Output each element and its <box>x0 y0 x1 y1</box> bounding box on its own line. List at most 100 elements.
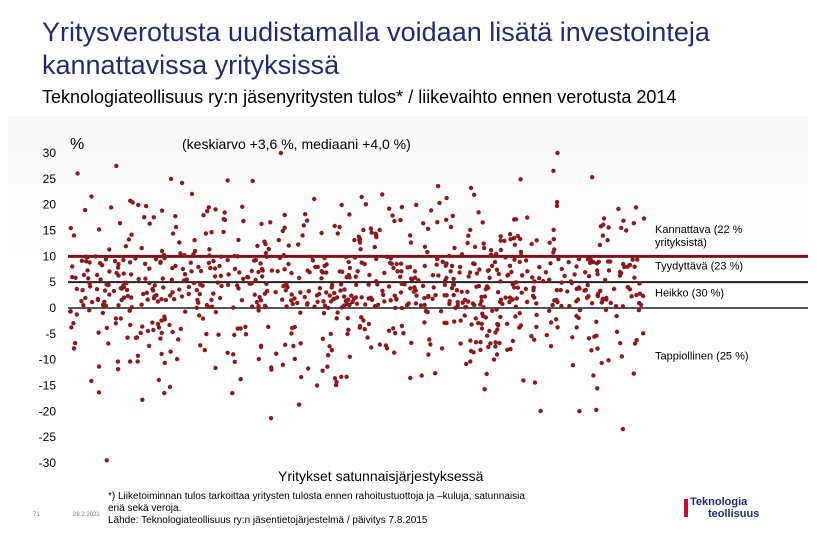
data-point <box>183 309 188 314</box>
data-point <box>125 293 130 299</box>
data-point <box>595 386 600 391</box>
data-point <box>632 264 637 269</box>
data-point <box>468 338 473 343</box>
data-point <box>386 284 392 289</box>
data-point <box>79 258 85 263</box>
data-point <box>482 387 487 392</box>
data-point <box>349 293 354 298</box>
data-point <box>548 320 554 325</box>
plot-background <box>8 116 808 486</box>
data-point <box>510 297 515 302</box>
data-point <box>462 297 468 302</box>
data-point <box>553 317 559 322</box>
data-point <box>307 270 312 275</box>
data-point <box>151 296 157 301</box>
data-point <box>278 150 284 156</box>
data-point <box>319 269 324 274</box>
data-point <box>468 348 474 354</box>
data-point <box>513 314 518 319</box>
data-point <box>355 269 360 274</box>
data-point <box>274 351 279 356</box>
data-point <box>182 272 188 277</box>
data-point <box>419 373 424 378</box>
data-point <box>391 265 396 271</box>
data-point <box>513 304 518 309</box>
data-point <box>189 269 194 274</box>
data-point <box>543 270 549 275</box>
y-axis-label: % <box>70 136 84 153</box>
data-point <box>203 231 209 236</box>
data-point <box>407 233 413 238</box>
data-point <box>200 283 205 288</box>
data-point <box>554 287 560 293</box>
data-point <box>490 308 495 313</box>
data-point <box>625 264 630 269</box>
data-point <box>121 257 126 263</box>
data-point <box>151 215 156 220</box>
data-point <box>197 313 202 318</box>
data-point <box>81 303 86 308</box>
data-point <box>620 304 626 309</box>
data-point <box>354 282 359 287</box>
data-point <box>384 254 389 259</box>
data-point <box>517 311 522 316</box>
data-point <box>217 263 222 269</box>
data-point <box>529 334 534 339</box>
category-label: Tappiollinen (25 %) <box>655 351 749 363</box>
data-point <box>292 296 297 301</box>
data-point <box>213 207 218 212</box>
data-point <box>554 199 560 205</box>
data-point <box>289 331 294 336</box>
data-point <box>268 416 274 421</box>
data-point <box>170 290 175 295</box>
data-point <box>399 305 405 311</box>
data-point <box>359 295 364 300</box>
data-point <box>136 276 141 282</box>
data-point <box>591 373 596 378</box>
data-point <box>213 365 218 371</box>
footnote-line: *) Liiketoiminnan tulos tarkoittaa yrity… <box>108 491 525 502</box>
data-point <box>255 243 260 249</box>
data-point <box>363 202 369 207</box>
data-point <box>357 323 363 329</box>
data-point <box>438 309 444 314</box>
data-point <box>207 247 212 252</box>
data-point <box>582 288 587 293</box>
data-point <box>596 259 601 264</box>
data-point <box>87 260 92 265</box>
data-point <box>392 218 397 224</box>
data-point <box>450 213 455 219</box>
data-point <box>150 320 155 325</box>
logo-text-line2: teollisuus <box>708 508 760 520</box>
data-point <box>262 291 268 296</box>
data-point <box>346 327 351 332</box>
data-point <box>161 252 167 258</box>
data-point <box>465 240 470 246</box>
data-point <box>537 276 542 281</box>
data-point <box>79 299 84 304</box>
data-point <box>129 305 134 310</box>
data-point <box>446 253 452 259</box>
data-point <box>260 268 265 273</box>
data-point <box>554 203 560 209</box>
data-point <box>505 273 510 278</box>
data-point <box>619 354 625 359</box>
data-point <box>298 310 303 315</box>
data-point <box>135 353 141 358</box>
data-point <box>159 208 165 213</box>
data-point <box>525 215 530 220</box>
data-point <box>209 230 214 235</box>
data-point <box>89 194 94 199</box>
data-point <box>180 266 186 272</box>
data-point <box>345 316 350 321</box>
data-point <box>468 227 473 233</box>
data-point <box>369 230 374 235</box>
data-point <box>377 342 383 347</box>
data-point <box>179 180 185 186</box>
data-point <box>258 343 264 348</box>
data-point <box>486 344 491 350</box>
data-point <box>433 293 438 298</box>
data-point <box>594 333 599 338</box>
data-point <box>518 177 523 182</box>
data-point <box>173 214 178 219</box>
